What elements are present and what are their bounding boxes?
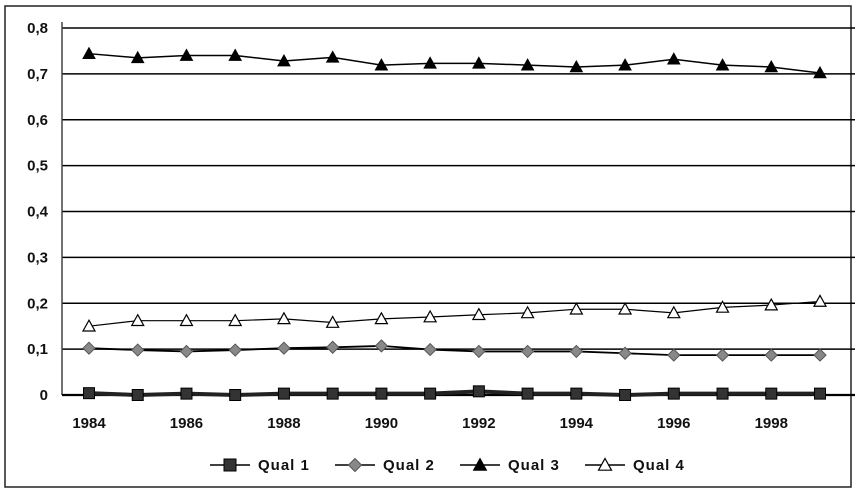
y-tick-label: 0,8 [27, 20, 48, 37]
data-point [132, 390, 143, 401]
x-tick-label: 1988 [267, 415, 300, 432]
y-tick-label: 0,1 [27, 341, 48, 358]
data-point [668, 388, 679, 399]
x-tick-label: 1998 [755, 415, 788, 432]
y-tick-label: 0,5 [27, 158, 48, 175]
y-tick-label: 0,4 [27, 204, 49, 221]
data-point [717, 388, 728, 399]
y-tick-label: 0,6 [27, 112, 48, 129]
legend-label: Qual 4 [633, 457, 685, 474]
data-point [620, 390, 631, 401]
data-point [815, 388, 826, 399]
data-point [230, 390, 241, 401]
data-point [425, 388, 436, 399]
data-point [327, 388, 338, 399]
x-tick-label: 1996 [657, 415, 690, 432]
data-point [766, 388, 777, 399]
y-tick-label: 0 [40, 387, 48, 404]
legend-marker [224, 459, 236, 471]
data-point [571, 388, 582, 399]
data-point [181, 388, 192, 399]
chart-frame [5, 6, 851, 487]
data-point [473, 386, 484, 397]
y-tick-label: 0,7 [27, 66, 48, 83]
legend-label: Qual 2 [383, 457, 435, 474]
legend-label: Qual 1 [258, 457, 310, 474]
data-point [376, 388, 387, 399]
legend-item: Qual 1 [210, 457, 310, 474]
x-tick-label: 1994 [560, 415, 594, 432]
data-point [522, 388, 533, 399]
data-point [278, 388, 289, 399]
x-tick-label: 1986 [170, 415, 203, 432]
data-point [84, 388, 95, 399]
legend-label: Qual 3 [508, 457, 560, 474]
x-tick-label: 1984 [72, 415, 106, 432]
x-tick-label: 1992 [462, 415, 495, 432]
y-tick-label: 0,2 [27, 295, 48, 312]
y-tick-label: 0,3 [27, 249, 48, 266]
x-tick-label: 1990 [365, 415, 398, 432]
